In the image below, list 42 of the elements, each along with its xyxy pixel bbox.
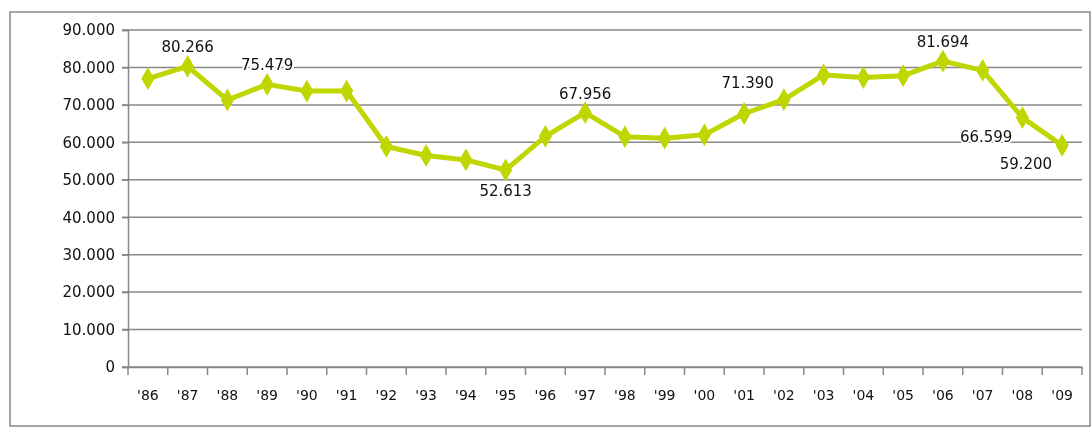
data-label: 81.694 (916, 33, 970, 52)
data-label: 71.390 (721, 73, 774, 92)
x-tick-label: '00 (693, 387, 716, 403)
y-tick-label: 50.000 (62, 171, 115, 190)
data-label: 66.599 (959, 127, 1013, 146)
data-label: 80.266 (161, 38, 214, 57)
x-tick-label: '97 (574, 387, 596, 403)
x-tick-label: '89 (256, 387, 278, 403)
y-tick-label: 30.000 (62, 245, 115, 264)
y-tick-label: 20.000 (62, 283, 115, 302)
x-tick-label: '01 (733, 387, 755, 403)
y-tick-label: 80.000 (62, 58, 115, 77)
y-tick-label: 60.000 (62, 133, 115, 152)
y-tick-label: 40.000 (62, 208, 115, 227)
x-tick-label: '07 (971, 387, 994, 403)
x-tick-label: '99 (653, 387, 676, 403)
y-tick-label: 70.000 (62, 96, 115, 115)
x-tick-label: '03 (812, 387, 835, 403)
x-tick-label: '96 (534, 387, 557, 403)
y-tick-label: 0 (105, 358, 115, 377)
x-tick-label: '86 (137, 387, 159, 403)
x-tick-label: '91 (335, 387, 358, 403)
x-tick-label: '08 (1011, 387, 1034, 403)
x-tick-label: '95 (494, 387, 517, 403)
x-tick-label: '90 (296, 387, 318, 403)
y-tick-label: 90.000 (62, 21, 115, 40)
x-tick-label: '04 (852, 387, 875, 403)
x-tick-label: '06 (932, 387, 954, 403)
data-label: 67.956 (558, 84, 612, 103)
x-tick-label: '02 (773, 387, 795, 403)
x-tick-label: '98 (614, 387, 636, 403)
x-tick-label: '92 (375, 387, 398, 403)
x-tick-label: '88 (216, 387, 239, 403)
x-tick-label: '94 (455, 387, 477, 403)
data-label: 75.479 (240, 56, 294, 75)
x-tick-label: '05 (892, 387, 914, 403)
data-label: 52.613 (479, 181, 532, 200)
x-tick-label: '09 (1051, 387, 1073, 403)
data-label: 59.200 (999, 155, 1053, 174)
y-tick-label: 10.000 (62, 320, 115, 339)
x-tick-label: '87 (176, 387, 199, 403)
x-tick-label: '93 (415, 387, 437, 403)
